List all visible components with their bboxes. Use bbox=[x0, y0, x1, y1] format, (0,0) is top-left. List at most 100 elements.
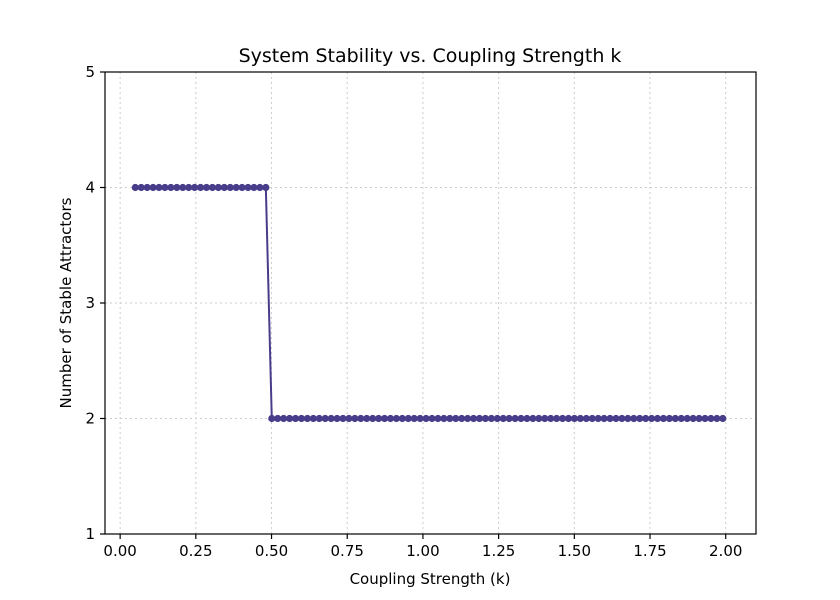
data-point bbox=[541, 414, 549, 423]
data-point bbox=[161, 183, 169, 192]
data-point bbox=[446, 414, 454, 423]
data-point bbox=[333, 414, 341, 423]
data-point bbox=[321, 414, 329, 423]
data-point bbox=[404, 414, 412, 423]
data-point bbox=[505, 414, 513, 423]
data-point bbox=[149, 183, 157, 192]
data-point bbox=[250, 183, 258, 192]
x-axis-label: Coupling Strength (k) bbox=[350, 570, 511, 588]
y-tick-label: 3 bbox=[85, 294, 95, 312]
data-point bbox=[529, 414, 537, 423]
data-point bbox=[392, 414, 401, 423]
data-point bbox=[458, 414, 466, 423]
data-point bbox=[428, 414, 436, 423]
series-line bbox=[135, 186, 723, 420]
data-point bbox=[523, 414, 531, 423]
data-point bbox=[553, 414, 561, 423]
data-point bbox=[671, 414, 679, 423]
x-tick-label: 0.00 bbox=[103, 542, 136, 560]
data-point bbox=[416, 414, 424, 423]
data-point bbox=[422, 414, 430, 423]
data-point bbox=[244, 183, 252, 192]
data-point bbox=[214, 183, 222, 192]
data-point bbox=[226, 183, 234, 192]
data-point bbox=[701, 414, 709, 423]
data-point bbox=[202, 183, 211, 192]
data-point bbox=[535, 414, 543, 423]
data-point bbox=[220, 183, 228, 192]
data-point bbox=[137, 183, 145, 192]
data-point bbox=[618, 414, 626, 423]
data-point bbox=[648, 414, 656, 423]
data-point bbox=[155, 183, 163, 192]
data-point bbox=[719, 414, 727, 423]
x-tick-label: 1.25 bbox=[482, 542, 515, 560]
data-point bbox=[612, 414, 620, 423]
data-point bbox=[582, 414, 590, 423]
data-point bbox=[659, 414, 668, 423]
data-point bbox=[196, 183, 205, 192]
data-point bbox=[695, 414, 703, 423]
data-point bbox=[179, 183, 187, 192]
data-point bbox=[208, 183, 217, 192]
data-point bbox=[339, 414, 347, 423]
y-tick-label: 5 bbox=[85, 63, 95, 81]
data-point bbox=[238, 183, 246, 192]
data-point bbox=[452, 414, 460, 423]
y-tick-label: 2 bbox=[85, 410, 95, 428]
x-tick-label: 0.25 bbox=[179, 542, 212, 560]
data-point bbox=[576, 414, 584, 423]
series bbox=[131, 183, 727, 423]
data-point bbox=[493, 414, 501, 423]
data-point bbox=[481, 414, 490, 423]
data-point bbox=[630, 414, 638, 423]
data-point bbox=[285, 414, 294, 423]
y-tick-label: 4 bbox=[85, 179, 95, 197]
data-point bbox=[369, 414, 377, 423]
data-point bbox=[398, 414, 406, 423]
data-point bbox=[256, 183, 264, 192]
data-point bbox=[499, 414, 507, 423]
data-point bbox=[380, 414, 389, 423]
data-point bbox=[677, 414, 685, 423]
data-point bbox=[636, 414, 644, 423]
data-point bbox=[517, 414, 525, 423]
data-point bbox=[262, 183, 270, 192]
data-point bbox=[713, 414, 721, 423]
data-point bbox=[375, 414, 383, 423]
data-point bbox=[475, 414, 484, 423]
grid bbox=[105, 71, 756, 535]
data-point bbox=[303, 414, 311, 423]
data-point bbox=[588, 414, 596, 423]
data-point bbox=[558, 414, 567, 423]
data-point bbox=[309, 414, 317, 423]
data-point bbox=[232, 183, 240, 192]
data-point bbox=[131, 183, 139, 192]
data-point bbox=[434, 414, 442, 423]
x-tick-label: 1.75 bbox=[633, 542, 666, 560]
data-point bbox=[683, 414, 691, 423]
data-point bbox=[642, 414, 650, 423]
x-tick-label: 0.50 bbox=[255, 542, 288, 560]
data-point bbox=[357, 414, 365, 423]
data-point bbox=[315, 414, 323, 423]
data-point bbox=[410, 414, 418, 423]
data-point bbox=[185, 183, 193, 192]
data-point bbox=[511, 414, 519, 423]
data-point bbox=[689, 414, 697, 423]
data-point bbox=[167, 183, 175, 192]
chart-title: System Stability vs. Coupling Strength k bbox=[239, 45, 622, 67]
ticks: 0.00 0.25 0.50 0.75 1.00 1.25 1.50 1.75 2.00 1 2 3 4… bbox=[85, 63, 742, 560]
data-point bbox=[564, 414, 573, 423]
data-point bbox=[440, 414, 448, 423]
data-point bbox=[191, 183, 199, 192]
data-point bbox=[291, 414, 300, 423]
data-point bbox=[665, 414, 674, 423]
data-point bbox=[297, 414, 306, 423]
data-point bbox=[280, 414, 288, 423]
x-tick-label: 1.00 bbox=[406, 542, 439, 560]
data-point bbox=[363, 414, 371, 423]
data-point bbox=[345, 414, 353, 423]
y-tick-label: 1 bbox=[85, 525, 95, 543]
